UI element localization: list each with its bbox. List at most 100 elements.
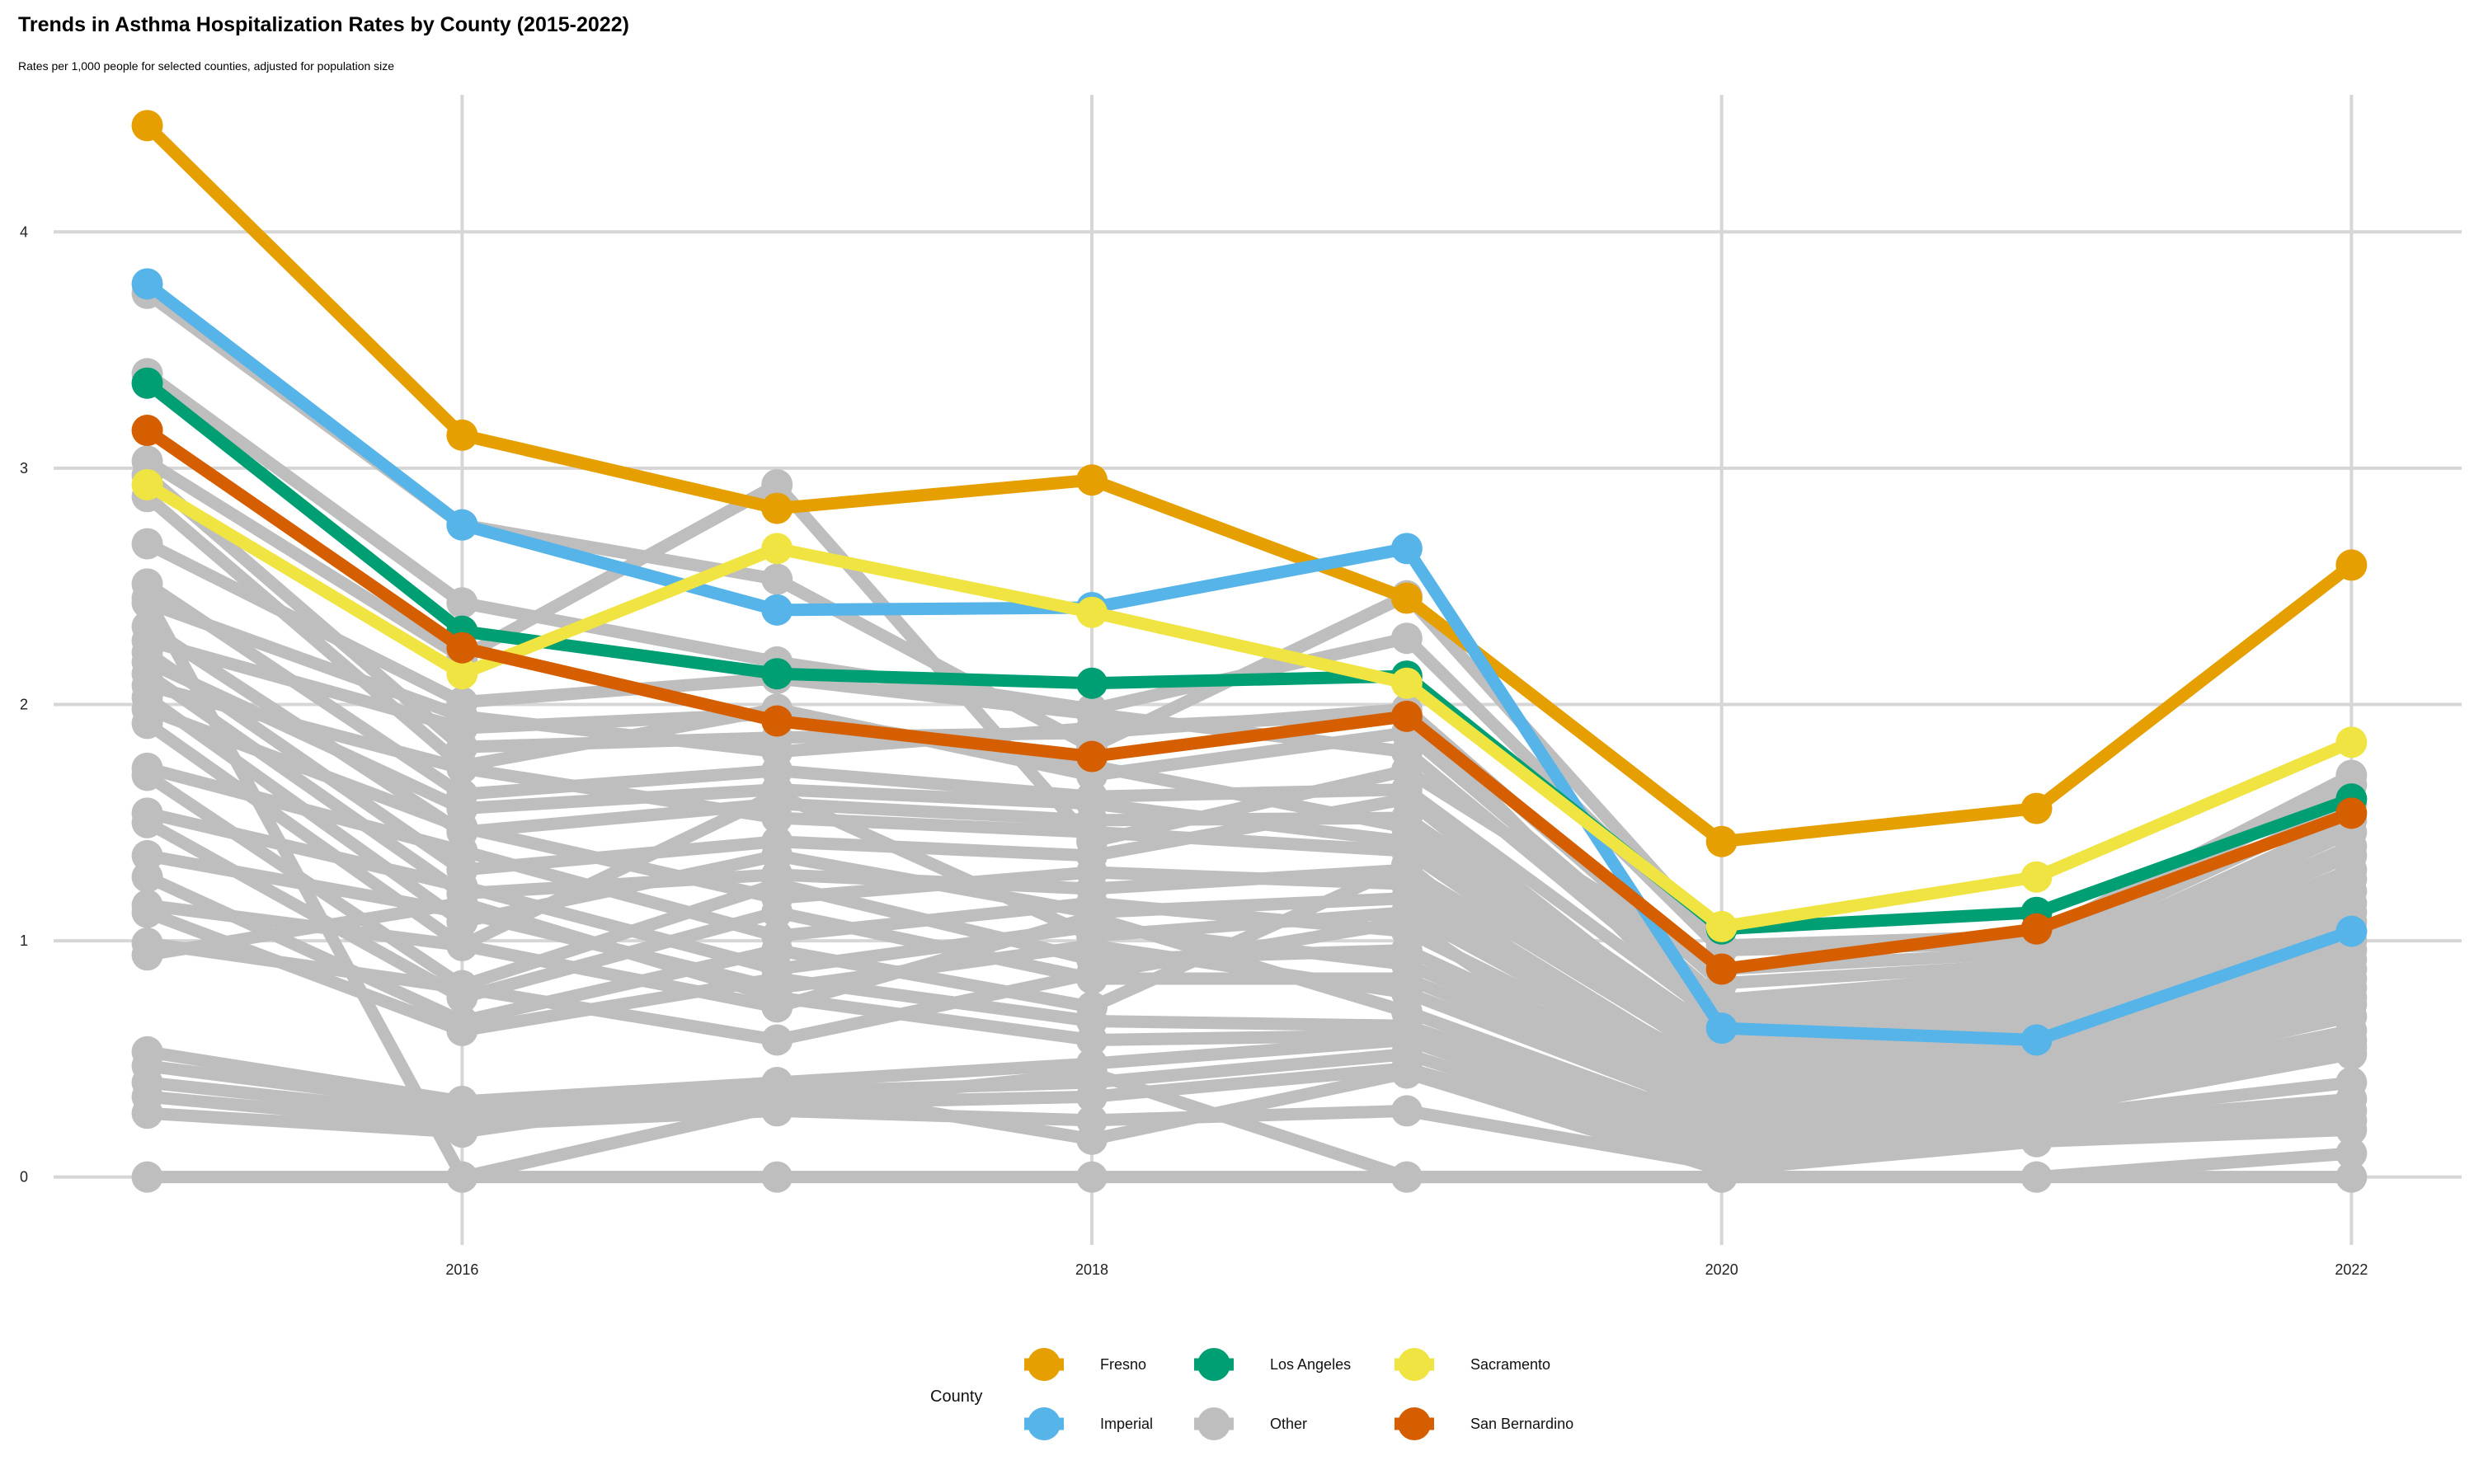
data-point <box>131 268 163 300</box>
series-line <box>143 455 2354 975</box>
data-point <box>2335 915 2368 947</box>
data-point <box>131 415 163 447</box>
data-point <box>761 563 793 595</box>
data-point <box>131 939 163 971</box>
data-point <box>1076 740 1108 773</box>
data-point <box>761 533 793 565</box>
series-line <box>146 896 2353 1148</box>
data-point <box>2020 861 2053 893</box>
data-point <box>446 1116 478 1148</box>
legend-label: Los Angeles <box>1270 1356 1351 1373</box>
data-point <box>1390 1095 1423 1127</box>
data-point <box>131 896 163 928</box>
legend-item-fresno: Fresno <box>1024 1348 1146 1381</box>
data-point <box>761 839 793 871</box>
series-fresno <box>131 110 2368 857</box>
x-tick-label: 2022 <box>2335 1261 2368 1278</box>
legend-label: Imperial <box>1100 1416 1153 1432</box>
data-point <box>761 934 793 966</box>
data-point <box>131 806 163 838</box>
data-point <box>1076 958 1108 990</box>
legend-label: Other <box>1270 1416 1307 1432</box>
data-point <box>131 367 163 399</box>
series-other <box>131 582 2368 1193</box>
data-point <box>761 735 793 768</box>
data-point <box>1076 1123 1108 1155</box>
data-point <box>2335 1038 2368 1070</box>
series-line <box>143 479 2354 933</box>
data-point <box>2335 1161 2368 1193</box>
data-point <box>131 110 163 142</box>
data-point <box>1705 825 1738 857</box>
axis-tick-labels: 0 1 2 3 4 2016 2018 2020 2022 <box>20 223 2368 1278</box>
y-tick-label: 4 <box>20 223 28 240</box>
x-tick-label: 2020 <box>1705 1261 1738 1278</box>
data-point <box>446 632 478 664</box>
data-point <box>1076 901 1108 933</box>
data-point <box>446 752 478 784</box>
legend-label: Fresno <box>1100 1356 1146 1373</box>
data-point <box>761 1024 793 1056</box>
data-point <box>131 582 163 614</box>
data-point <box>1076 1081 1108 1113</box>
series-line <box>144 858 2354 1125</box>
data-point <box>446 587 478 619</box>
data-point <box>1705 910 1738 942</box>
data-point <box>446 419 478 451</box>
y-tick-label: 3 <box>20 460 28 477</box>
data-point <box>1390 622 1423 655</box>
data-point <box>1390 1057 1423 1089</box>
data-point <box>761 778 793 810</box>
series-line <box>143 120 2355 848</box>
data-point <box>446 972 478 1004</box>
data-point <box>446 1014 478 1046</box>
legend-item-other: Other <box>1194 1407 1307 1440</box>
legend-item-imperial: Imperial <box>1024 1407 1153 1440</box>
x-tick-label: 2018 <box>1075 1261 1108 1278</box>
series-line <box>145 634 2354 1046</box>
series-line <box>141 594 2352 1184</box>
data-point <box>1076 1024 1108 1056</box>
legend-label: San Bernardino <box>1470 1416 1573 1432</box>
data-point <box>131 468 163 500</box>
data-point <box>761 896 793 928</box>
data-point <box>131 861 163 893</box>
data-point <box>1390 906 1423 938</box>
legend-item-san-bernardino: San Bernardino <box>1395 1407 1573 1440</box>
data-point <box>446 835 478 867</box>
data-point <box>1076 1161 1108 1193</box>
legend-key-point <box>1197 1407 1230 1440</box>
data-point <box>131 1161 163 1193</box>
data-point <box>761 658 793 690</box>
data-point <box>1390 533 1423 565</box>
series-line <box>147 1067 2352 1176</box>
data-point <box>446 811 478 843</box>
data-point <box>1390 1161 1423 1193</box>
data-point <box>761 868 793 900</box>
data-point <box>1076 712 1108 744</box>
data-point <box>761 1161 793 1193</box>
data-point <box>1076 667 1108 699</box>
data-point <box>1390 700 1423 732</box>
legend-key-point <box>1028 1348 1061 1381</box>
data-point <box>1390 667 1423 699</box>
series-line <box>143 279 2354 1046</box>
data-point <box>2020 792 2053 824</box>
data-point <box>1705 953 1738 985</box>
data-point <box>761 492 793 524</box>
y-tick-label: 2 <box>20 696 28 712</box>
data-point <box>1076 929 1108 961</box>
data-point <box>761 594 793 626</box>
data-point <box>1076 1057 1108 1089</box>
data-point <box>761 802 793 834</box>
y-tick-label: 1 <box>20 932 28 949</box>
series-line <box>143 378 2354 936</box>
data-point <box>1390 849 1423 881</box>
y-tick-label: 0 <box>20 1169 28 1186</box>
data-point <box>1076 596 1108 628</box>
data-point <box>2335 1138 2368 1170</box>
legend-item-sacramento: Sacramento <box>1395 1348 1550 1381</box>
data-point <box>2020 1161 2053 1193</box>
data-point <box>446 1161 478 1193</box>
